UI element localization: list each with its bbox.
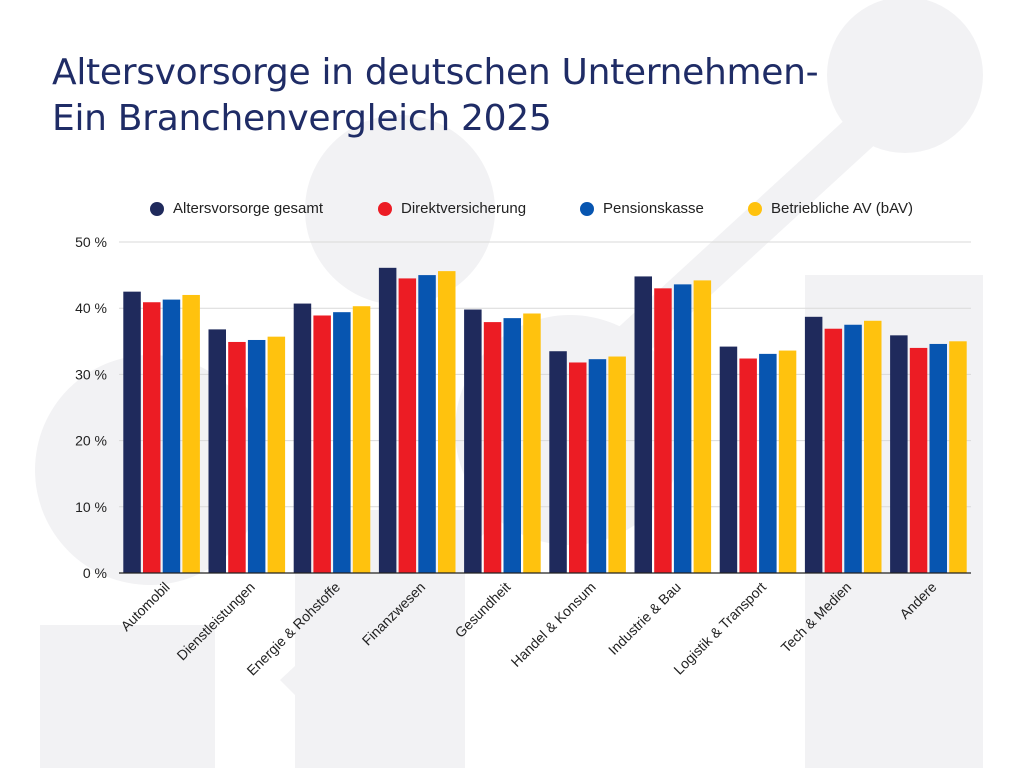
y-tick-label: 0 % <box>83 565 107 581</box>
bar <box>844 324 862 573</box>
bar <box>673 284 692 573</box>
bar <box>208 329 226 573</box>
y-tick-label: 10 % <box>75 499 107 515</box>
bar <box>267 336 286 573</box>
legend-swatch <box>378 201 392 216</box>
bar <box>778 350 797 573</box>
bar <box>503 318 521 573</box>
y-tick-label: 20 % <box>75 433 107 449</box>
legend-item-pensionskasse: Pensionskasse <box>580 200 704 217</box>
bar <box>182 294 200 573</box>
chart-legend: Altersvorsorge gesamt Direktversicherung… <box>0 200 1024 224</box>
x-tick-label: Andere <box>896 579 939 622</box>
bar <box>352 306 371 573</box>
x-tick-label: Tech & Medien <box>778 579 855 656</box>
legend-label: Pensionskasse <box>603 200 704 217</box>
x-tick-label: Automobil <box>117 579 172 634</box>
bar <box>438 271 456 573</box>
y-tick-label: 30 % <box>75 366 107 382</box>
x-tick-label: Handel & Konsum <box>508 579 599 670</box>
legend-item-direktversicherung: Direktversicherung <box>378 200 526 217</box>
bar <box>523 313 541 573</box>
chart-title: Altersvorsorge in deutschen Unternehmen-… <box>52 50 819 142</box>
legend-swatch <box>150 201 164 216</box>
x-tick-label: Logistik & Transport <box>670 579 769 678</box>
bar <box>333 312 351 573</box>
bar <box>890 335 908 573</box>
legend-swatch <box>748 201 762 216</box>
x-tick-label: Dienstleistungen <box>173 579 258 664</box>
legend-swatch <box>580 201 594 216</box>
y-tick-label: 40 % <box>75 300 107 316</box>
bar <box>228 341 246 573</box>
legend-item-altersvorsorge-gesamt: Altersvorsorge gesamt <box>150 200 323 217</box>
bar <box>293 303 312 573</box>
x-tick-label: Gesundheit <box>452 579 514 641</box>
legend-label: Betriebliche AV (bAV) <box>771 200 914 217</box>
bar <box>634 276 652 573</box>
bar <box>123 291 141 573</box>
bar <box>418 275 436 573</box>
bar <box>483 322 502 573</box>
bar <box>588 359 607 573</box>
bar <box>608 356 626 573</box>
bar <box>313 315 331 573</box>
bar <box>929 343 947 573</box>
bar <box>864 320 882 573</box>
bar <box>398 278 417 573</box>
legend-item-betriebliche-av: Betriebliche AV (bAV) <box>748 200 913 217</box>
bar <box>378 267 397 573</box>
chart-title-line-1: Altersvorsorge in deutschen Unternehmen- <box>52 52 819 93</box>
bar <box>569 362 587 573</box>
bar <box>739 358 757 573</box>
chart-title-line-2: Ein Branchenvergleich 2025 <box>52 98 552 139</box>
bar <box>654 288 672 573</box>
bar <box>824 328 843 573</box>
legend-label: Direktversicherung <box>401 200 527 217</box>
legend-label: Altersvorsorge gesamt <box>173 200 324 217</box>
x-tick-label: Energie & Rohstoffe <box>243 579 343 679</box>
bar <box>247 339 266 573</box>
y-tick-label: 50 % <box>75 234 107 250</box>
x-tick-label: Industrie & Bau <box>605 579 684 658</box>
bar <box>804 316 823 573</box>
bar <box>949 341 967 573</box>
bar <box>909 347 928 573</box>
bar <box>719 346 738 573</box>
bar <box>549 351 567 573</box>
bar <box>143 302 161 573</box>
bar <box>162 299 181 573</box>
bar <box>759 353 777 573</box>
bar <box>693 280 712 573</box>
bar <box>464 309 482 573</box>
x-tick-label: Finanzwesen <box>359 579 429 649</box>
